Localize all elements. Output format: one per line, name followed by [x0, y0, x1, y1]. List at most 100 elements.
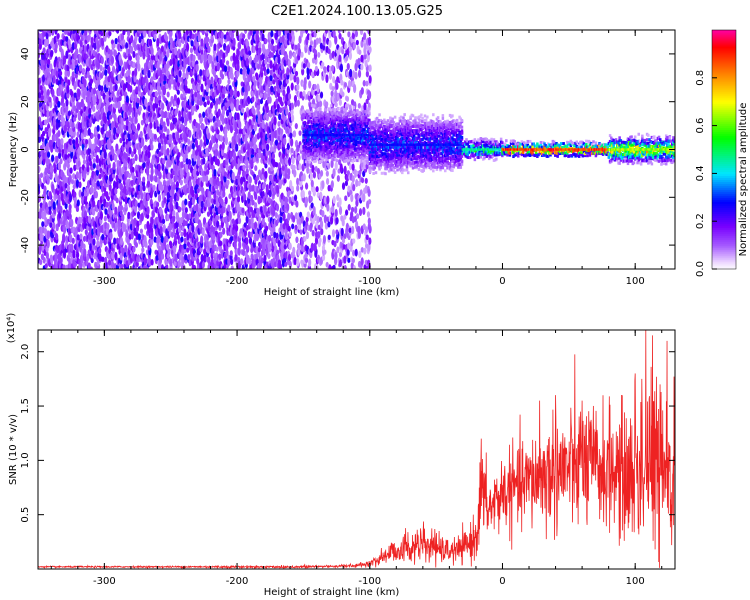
spectrogram-cell [51, 88, 55, 98]
spectrogram-cell [280, 101, 284, 107]
spectrogram-cell [266, 143, 270, 151]
spectrogram-cell [114, 83, 118, 92]
spectrogram-cell [313, 83, 317, 90]
spectrogram-cell [321, 210, 325, 218]
spectrogram-cell [229, 250, 233, 257]
spectrogram-cell [92, 162, 96, 169]
spectrogram-cell [73, 191, 77, 198]
spectrogram-cell [197, 123, 201, 131]
spectrogram-cell [59, 158, 63, 165]
spectrogram-cell [44, 126, 48, 135]
spectrogram-cell [69, 234, 73, 243]
spectrogram-cell [52, 221, 56, 230]
spectrogram-cell [83, 78, 87, 88]
spectrogram-cell [294, 70, 299, 77]
spectrogram-cell [293, 94, 298, 103]
spectrogram-cell [119, 237, 124, 246]
spectrogram-cell [79, 39, 83, 48]
spectrogram-cell [92, 158, 96, 164]
spectrogram-cell [46, 176, 50, 185]
spectrogram-cell [48, 96, 52, 103]
spectrogram-cell [40, 95, 44, 102]
spectrogram-cell [114, 206, 118, 215]
spectrogram-cell [189, 47, 194, 54]
spectrogram-cell [166, 91, 170, 98]
spectrogram-cell [245, 244, 249, 251]
spectrogram-cell [197, 30, 201, 33]
spectrogram-cell [287, 157, 292, 166]
spectrogram-cell [78, 171, 82, 181]
spectrogram-cell [302, 173, 306, 182]
spectrogram-cell [113, 127, 117, 135]
spectrogram-cell [290, 82, 294, 91]
spectrogram-cell [319, 220, 324, 229]
spectrogram-cell [108, 184, 112, 192]
spectrogram-cell [224, 136, 228, 146]
spectrogram-cell [127, 172, 132, 179]
spectrogram-cell [273, 116, 277, 126]
spectrogram-cell [263, 91, 268, 100]
spectrogram-cell [62, 225, 67, 235]
spectrogram-cell [92, 93, 96, 103]
spectrogram-cell [308, 258, 312, 267]
spectrogram-cell [271, 152, 276, 160]
spectrogram-cell [184, 198, 188, 206]
spectrogram-cell [334, 35, 338, 45]
spectrogram-cell [247, 96, 251, 105]
spectrogram-cell [223, 171, 228, 177]
spectrogram-cell [335, 82, 339, 90]
spectrogram-cell [104, 69, 108, 77]
spectrogram-cell [96, 240, 100, 248]
spectrogram-cell [207, 45, 211, 54]
spectrogram-cell [119, 59, 123, 67]
spectrogram-cell [38, 67, 41, 76]
spectrogram-cell [180, 236, 184, 243]
spectrogram-cell [334, 251, 338, 260]
spectrogram-cell [176, 89, 180, 95]
spectrogram-cell [134, 153, 138, 162]
spectrogram-cell [200, 200, 204, 209]
spectrogram-cell [140, 191, 144, 201]
spectrogram-cell [121, 213, 125, 222]
spectrogram-cell [59, 180, 63, 188]
spectrogram-cell [290, 147, 294, 154]
spectrogram-cell [281, 165, 285, 172]
spectrogram-cell [57, 130, 61, 138]
spectrogram-cell [325, 177, 330, 185]
spectrogram-cell [284, 53, 289, 62]
spectrogram-cell [286, 67, 290, 76]
spectrogram-cell [125, 95, 129, 103]
spectrogram-cell [138, 105, 142, 112]
spectrogram-cell [224, 196, 228, 205]
spectrogram-cell [280, 128, 284, 135]
spectrogram-cell [232, 37, 236, 47]
spectrogram-cell [61, 199, 66, 206]
spectrogram-cell [180, 161, 184, 169]
spectrogram-cell [330, 215, 334, 225]
spectrogram-cell [83, 210, 88, 219]
spectrogram-cell [51, 154, 55, 162]
spectrogram-cell [216, 158, 220, 167]
spectrogram-cell [68, 193, 73, 203]
spectrogram-cell [103, 150, 107, 160]
spectrogram-cell [100, 56, 104, 65]
spectrogram-cell [221, 141, 225, 151]
spectrogram-cell [164, 35, 169, 42]
spectrogram-cell [278, 263, 283, 269]
spectrogram-cell [157, 170, 162, 178]
spectrogram-cell [296, 76, 300, 85]
spectrogram-cell [42, 47, 46, 54]
spectrogram-cell [45, 251, 49, 260]
spectrogram-cell [38, 136, 42, 143]
spectrogram-cell [92, 87, 97, 95]
spectrogram-cell [167, 248, 171, 256]
spectrogram-cell [80, 255, 84, 264]
spectrogram-cell [44, 263, 48, 269]
spectrogram-cell [49, 164, 54, 173]
spectrogram-cell [287, 168, 291, 176]
spectrogram-cell [88, 107, 92, 115]
spectrogram-cell [195, 63, 199, 72]
spectrogram-cell [169, 241, 173, 249]
spectrogram-cell [86, 179, 91, 189]
spectrogram-cell [294, 122, 298, 130]
